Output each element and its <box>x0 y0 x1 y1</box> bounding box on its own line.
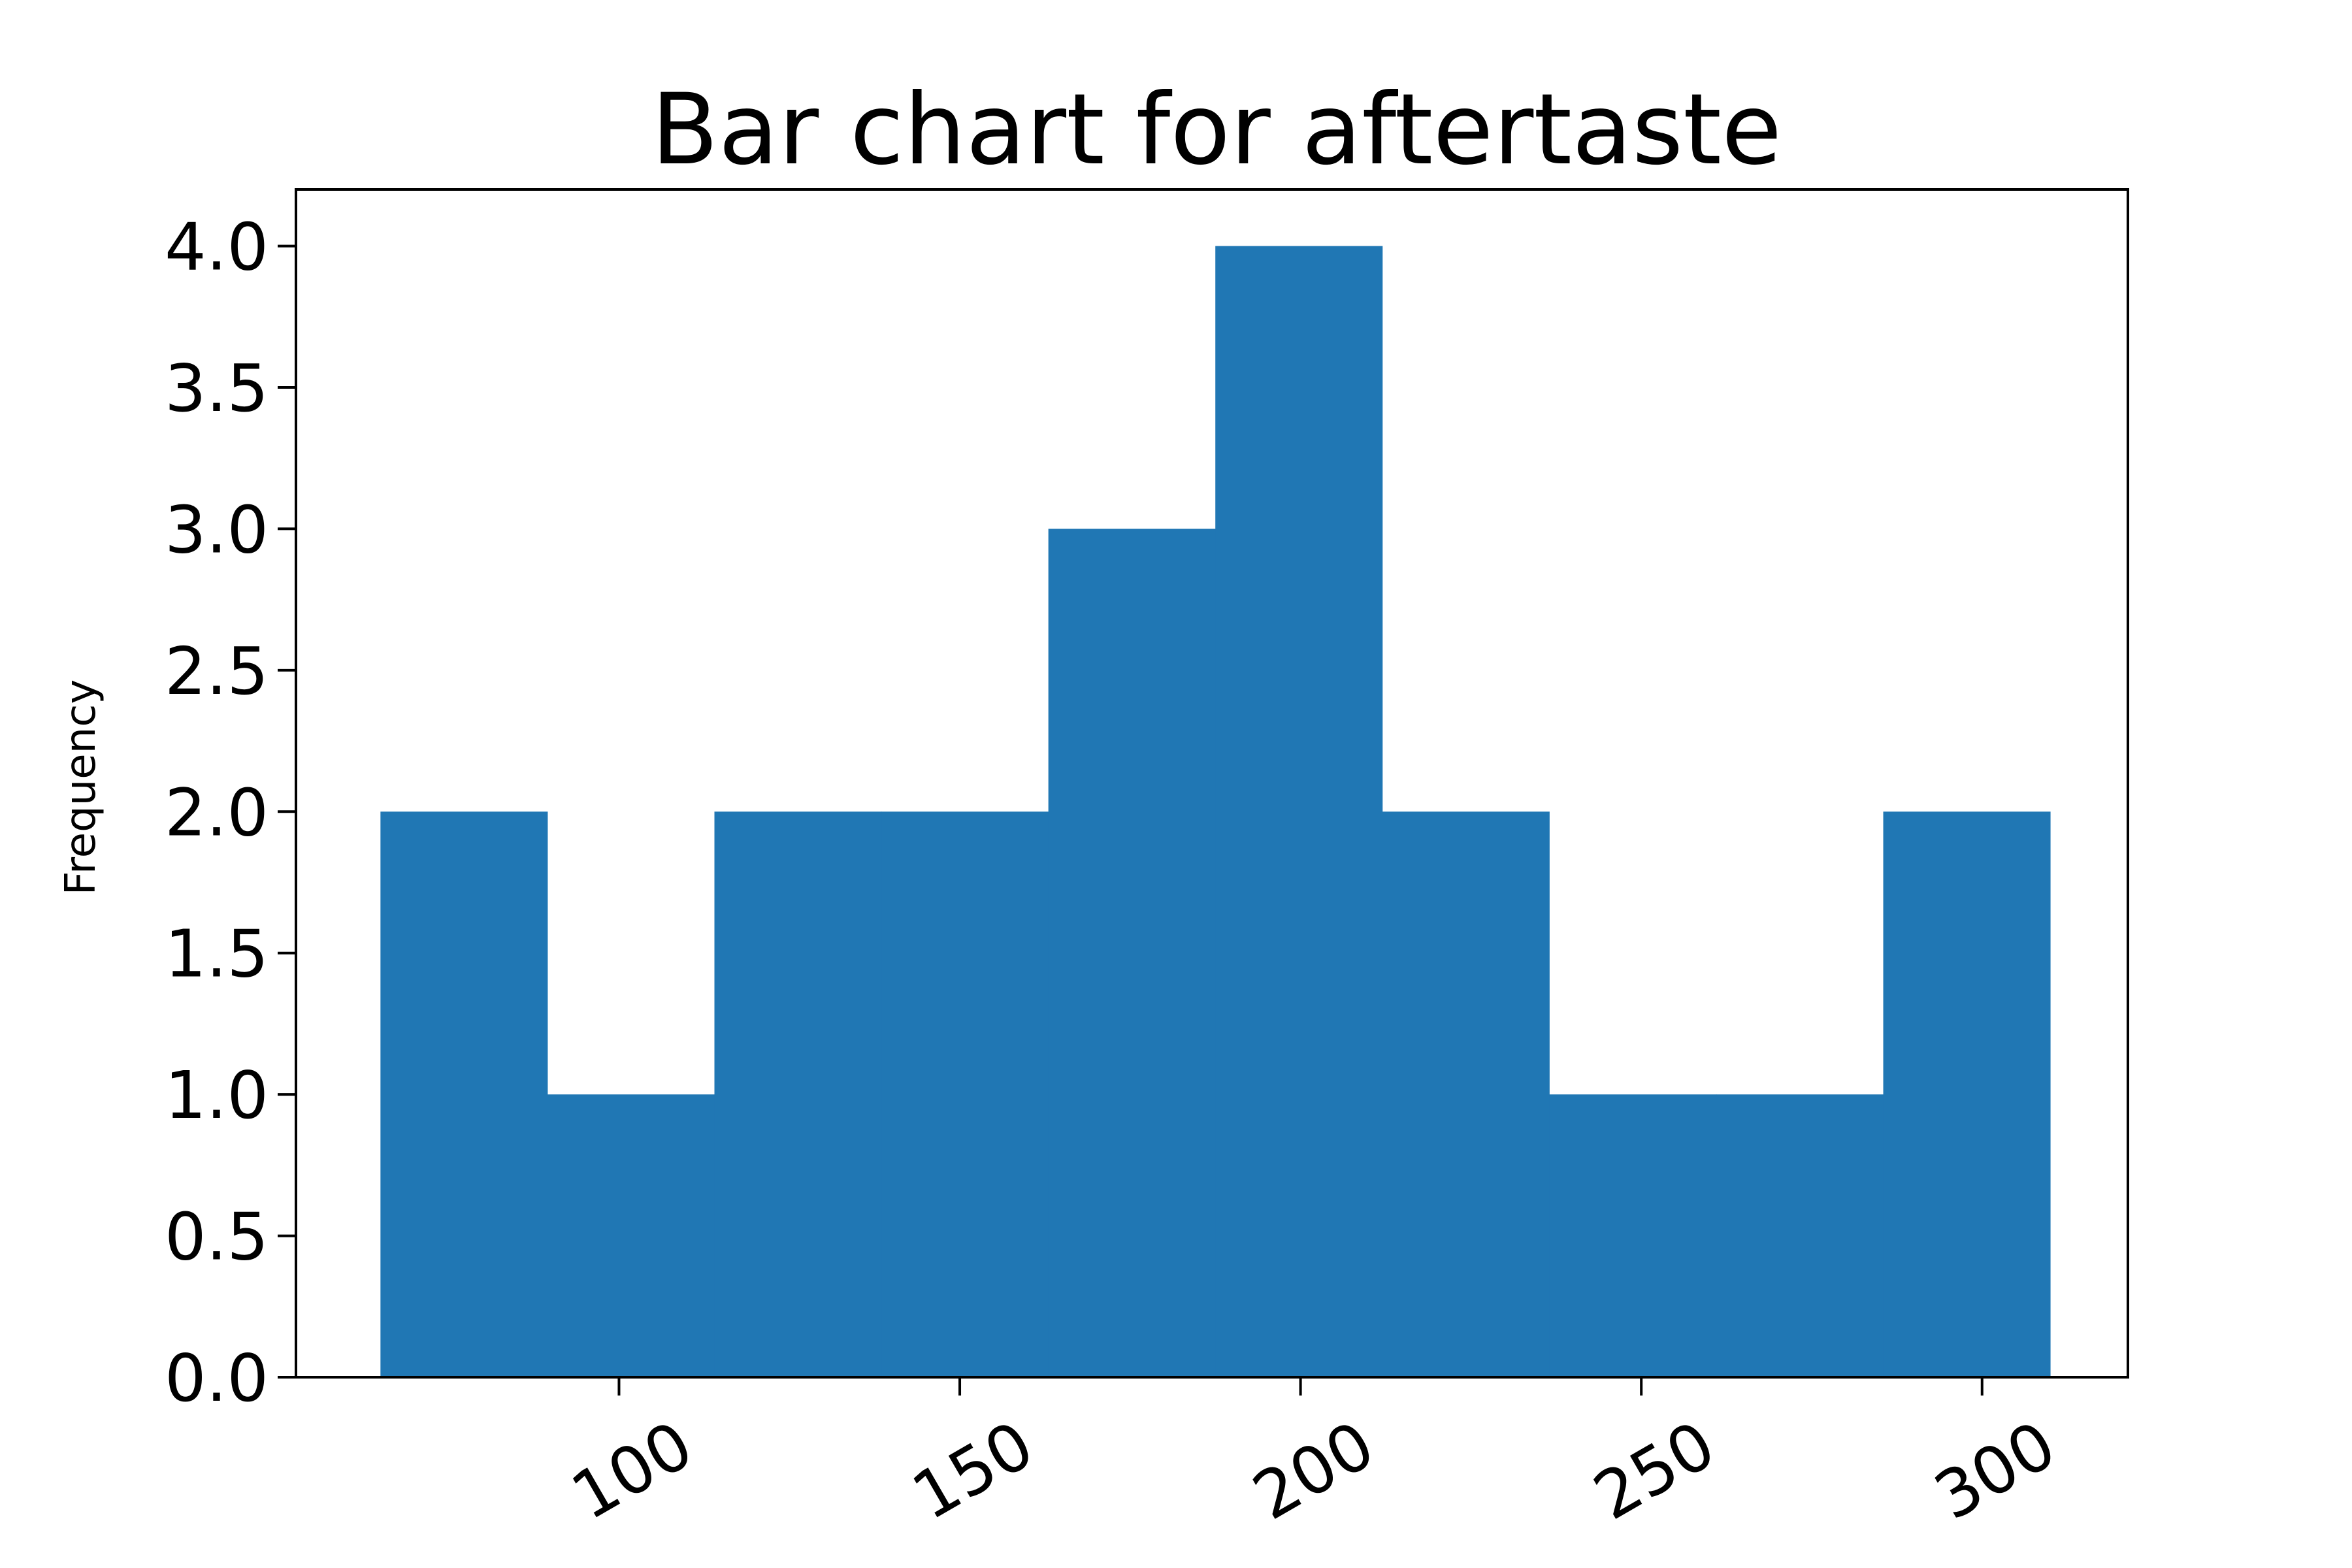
x-axis-ticks: 100 150 200 250 300 <box>559 1377 2068 1535</box>
bar-1 <box>547 1094 715 1377</box>
y-tick-label: 3.5 <box>165 350 269 427</box>
bar-6 <box>1382 811 1550 1377</box>
x-tick-label: 200 <box>1241 1406 1387 1535</box>
x-tick-label: 100 <box>559 1406 706 1535</box>
bar-3 <box>881 811 1049 1377</box>
bars-group <box>380 246 2051 1378</box>
x-tick-label: 150 <box>900 1406 1046 1535</box>
x-tick-label: 250 <box>1581 1406 1727 1535</box>
y-tick-label: 1.0 <box>165 1057 269 1134</box>
x-tick-label: 300 <box>1922 1406 2068 1535</box>
y-tick-label: 2.0 <box>165 774 269 851</box>
bar-4 <box>1048 529 1216 1377</box>
chart-title: Bar chart for aftertaste <box>651 73 1782 187</box>
bar-5 <box>1215 246 1383 1378</box>
bar-2 <box>714 811 882 1377</box>
bar-8 <box>1716 1094 1884 1377</box>
y-axis-ticks: 0.0 0.5 1.0 1.5 2.0 2.5 3.0 3.5 4.0 <box>165 209 296 1416</box>
y-tick-label: 0.0 <box>165 1340 269 1416</box>
plot-frame <box>295 188 2129 1379</box>
y-tick-label: 4.0 <box>165 209 269 286</box>
bar-9 <box>1883 811 2051 1377</box>
bar-7 <box>1549 1094 1717 1377</box>
y-tick-label: 1.5 <box>165 916 269 992</box>
y-axis-label: Frequency <box>57 679 105 896</box>
y-tick-label: 2.5 <box>165 633 269 710</box>
y-tick-label: 0.5 <box>165 1199 269 1275</box>
y-tick-label: 3.0 <box>165 491 269 568</box>
bar-0 <box>380 811 548 1377</box>
